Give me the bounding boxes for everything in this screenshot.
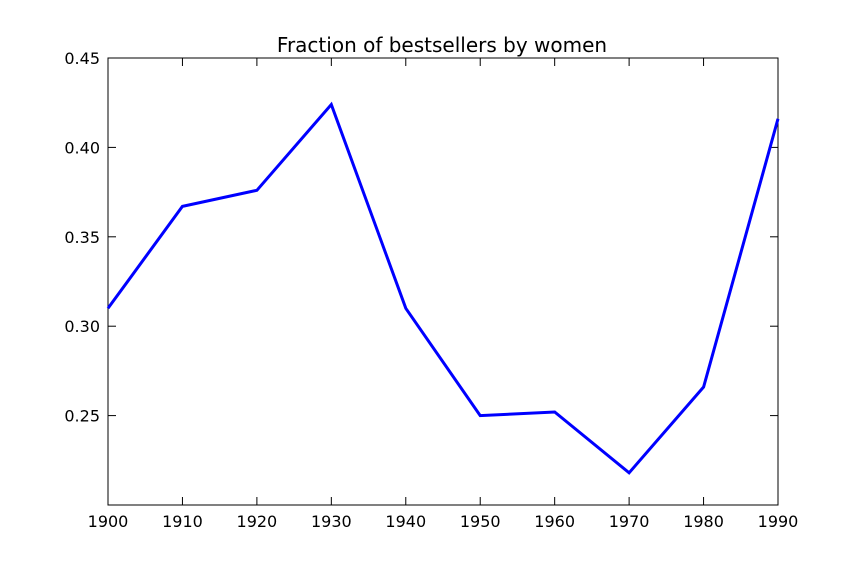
y-tick-label: 0.35 [64,228,100,247]
y-tick-label: 0.40 [64,138,100,157]
x-tick-label: 1930 [311,512,352,531]
x-tick-label: 1910 [162,512,203,531]
x-tick-label: 1970 [609,512,650,531]
plot-area: 1900 1910 1920 1930 1940 1950 1960 1970 1980 1990… [64,49,798,531]
x-tick-label: 1940 [385,512,426,531]
x-tick-label: 1920 [237,512,278,531]
x-tick-label: 1960 [534,512,575,531]
series-line [106,101,780,475]
x-tick-label: 1900 [88,512,129,531]
axis-ticks [107,57,779,505]
axes-frame [107,57,779,506]
y-tick-label: 0.25 [64,407,100,426]
y-tick-label: 0.30 [64,317,100,336]
x-tick-label: 1990 [758,512,799,531]
x-tick-label: 1950 [460,512,501,531]
x-tick-label: 1980 [683,512,724,531]
y-tick-label: 0.45 [64,49,100,68]
axis-tick-labels: 1900 1910 1920 1930 1940 1950 1960 1970 1980 1990… [64,49,798,531]
chart-title: Fraction of bestsellers by women [277,33,607,57]
